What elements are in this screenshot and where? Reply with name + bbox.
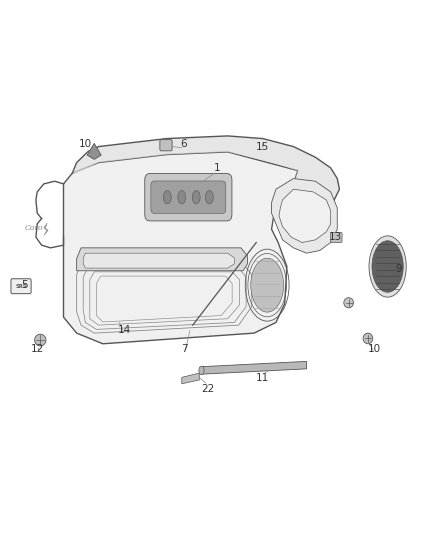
Text: 12: 12 [31,344,44,354]
FancyBboxPatch shape [160,140,172,151]
Text: 9: 9 [395,264,402,274]
Text: 22: 22 [201,384,215,394]
Text: Caro: Caro [25,223,43,232]
Text: 7: 7 [180,344,187,354]
Ellipse shape [199,366,204,375]
Polygon shape [87,143,101,159]
Ellipse shape [178,190,186,204]
Polygon shape [182,373,199,384]
Polygon shape [201,361,307,374]
Text: 6: 6 [180,139,187,149]
Ellipse shape [163,190,171,204]
FancyBboxPatch shape [331,232,342,243]
Polygon shape [83,253,234,268]
Text: 1: 1 [213,163,220,173]
Text: 15: 15 [256,142,269,151]
Ellipse shape [35,334,46,346]
FancyBboxPatch shape [151,181,226,213]
Ellipse shape [205,190,213,204]
Polygon shape [272,179,337,253]
Text: 13: 13 [328,232,342,242]
Polygon shape [279,189,331,243]
Polygon shape [44,223,48,236]
Text: 5: 5 [21,280,28,290]
Text: SRS: SRS [15,284,27,289]
Ellipse shape [369,236,406,297]
Text: 10: 10 [79,139,92,149]
Text: 10: 10 [368,344,381,354]
Ellipse shape [344,297,353,308]
Ellipse shape [192,190,200,204]
FancyBboxPatch shape [11,279,31,294]
Text: 14: 14 [118,326,131,335]
Polygon shape [77,248,247,271]
Text: 11: 11 [256,374,269,383]
Ellipse shape [251,258,284,312]
Polygon shape [72,136,339,224]
FancyBboxPatch shape [145,174,232,221]
Polygon shape [64,152,298,344]
Ellipse shape [372,241,403,292]
Ellipse shape [363,333,373,344]
